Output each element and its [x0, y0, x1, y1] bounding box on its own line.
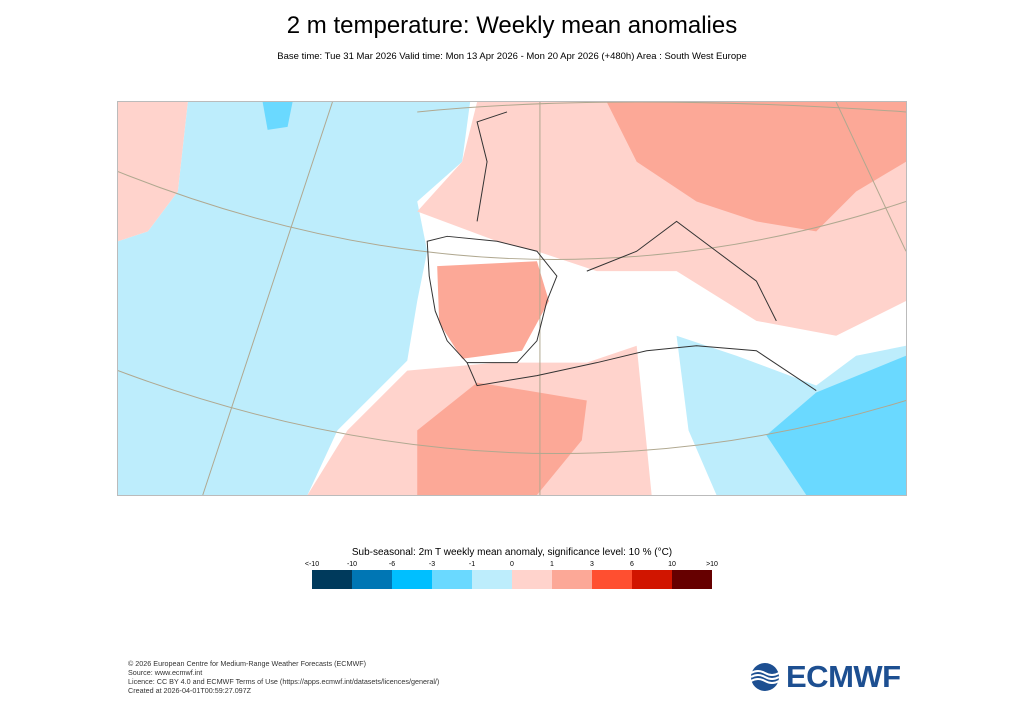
anomaly-map [117, 101, 907, 496]
footer-copyright: © 2026 European Centre for Medium-Range … [128, 659, 367, 668]
region-cold-patch-north [262, 102, 293, 130]
footer-created: Created at 2026-04-01T00:59:27.097Z [128, 686, 252, 695]
legend-tick-label: 0 [510, 561, 514, 568]
legend-tick-label: 1 [550, 561, 554, 568]
legend-colorbar [312, 570, 712, 589]
coastlines [426, 111, 817, 391]
legend-swatch [352, 570, 392, 589]
legend-tick-label: -1 [468, 561, 476, 568]
legend-tick-label: 10 [668, 561, 676, 568]
legend-swatch [512, 570, 552, 589]
legend-swatch [312, 570, 352, 589]
footer-source: Source: www.ecmwf.int [128, 668, 203, 677]
legend-swatch [432, 570, 472, 589]
legend-tick-label: -10 [346, 561, 358, 568]
legend-swatch [472, 570, 512, 589]
legend-title: Sub-seasonal: 2m T weekly mean anomaly, … [351, 547, 673, 558]
logo-text: ECMWF [786, 659, 901, 694]
region-slight-warm-northwest [118, 102, 188, 242]
legend-tick-label: 6 [630, 561, 634, 568]
legend-swatch [632, 570, 672, 589]
chart-subtitle: Base time: Tue 31 Mar 2026 Valid time: M… [277, 51, 747, 62]
legend-tick-label: -6 [388, 561, 396, 568]
legend-swatch [552, 570, 592, 589]
legend-swatch [392, 570, 432, 589]
legend-swatch [672, 570, 712, 589]
chart-title: 2 m temperature: Weekly mean anomalies [286, 12, 738, 39]
region-warm-central-europe [606, 102, 906, 232]
region-slight-cold-atlantic [118, 102, 471, 495]
ecmwf-logo: ECMWF [748, 659, 901, 695]
ecmwf-globe-icon [750, 663, 780, 691]
legend-tick-label: 3 [590, 561, 594, 568]
legend-tick-label: <-10 [304, 561, 320, 568]
legend-tick-label: -3 [428, 561, 436, 568]
region-warm-morocco-algeria [417, 382, 587, 495]
footer: © 2026 European Centre for Medium-Range … [128, 659, 439, 695]
region-warm-iberia [437, 261, 549, 359]
region-cold-southeast [766, 355, 906, 495]
graticule [118, 102, 906, 495]
footer-licence: Licence: CC BY 4.0 and ECMWF Terms of Us… [128, 677, 440, 686]
legend-swatch [592, 570, 632, 589]
legend-tick-label: >10 [706, 561, 718, 568]
